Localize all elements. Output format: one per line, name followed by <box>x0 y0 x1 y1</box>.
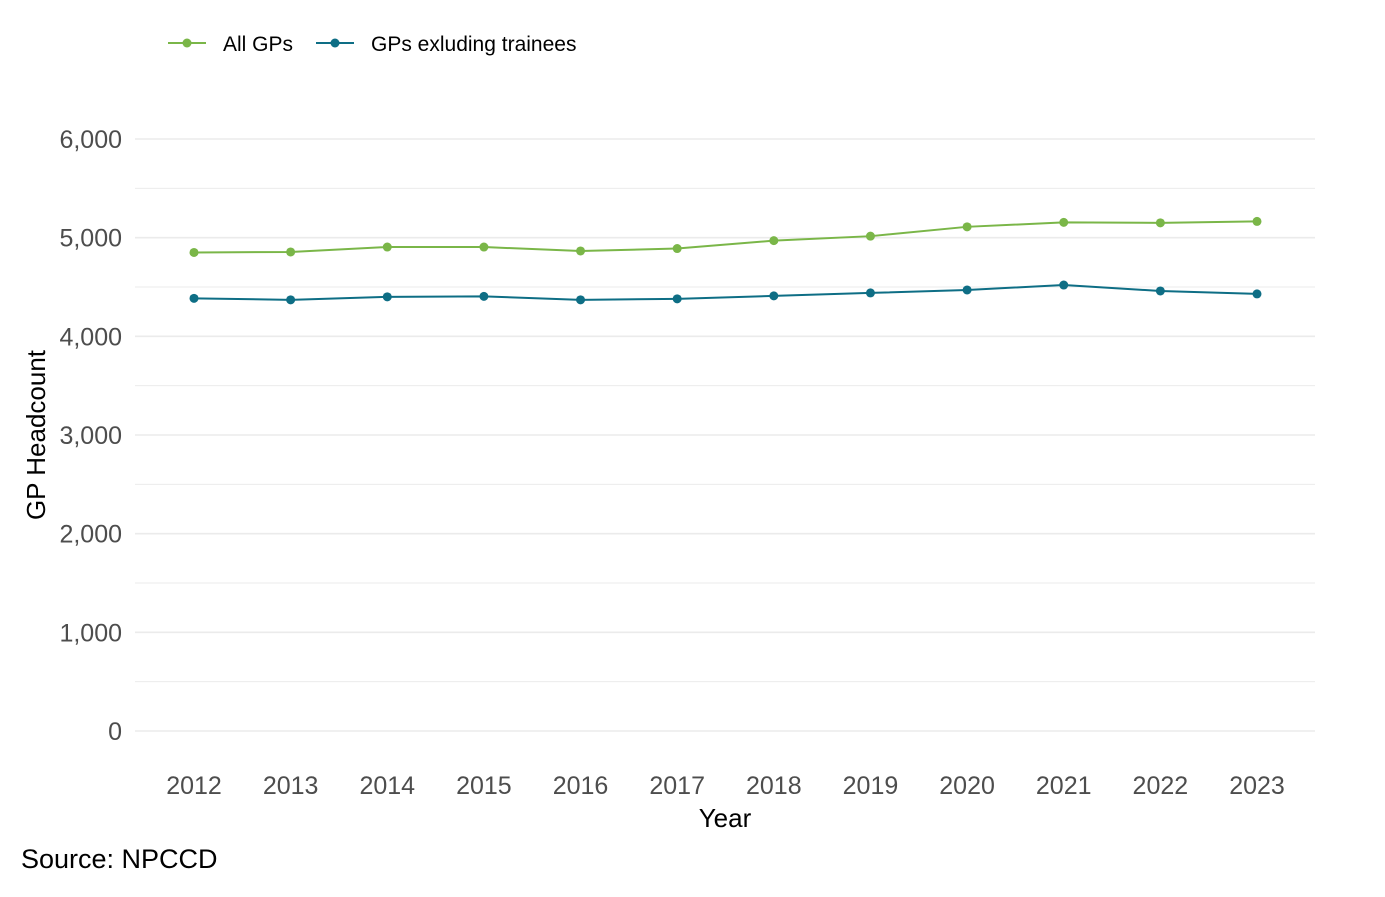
data-point <box>865 231 875 241</box>
x-tick-label: 2013 <box>263 772 319 800</box>
y-axis-ticks: 0 1,000 2,000 3,000 4,000 5,000 6,000 <box>59 126 122 746</box>
data-point <box>962 285 972 295</box>
legend-label: All GPs <box>223 33 293 56</box>
y-tick-label: 6,000 <box>59 126 122 154</box>
x-tick-label: 2015 <box>456 772 512 800</box>
y-tick-label: 3,000 <box>59 422 122 450</box>
data-point <box>286 295 296 305</box>
x-tick-label: 2014 <box>359 772 415 800</box>
data-point <box>382 292 392 302</box>
x-tick-label: 2012 <box>166 772 222 800</box>
data-point <box>576 295 586 305</box>
data-point <box>769 291 779 301</box>
legend: All GPs GPs exluding trainees <box>168 33 576 56</box>
x-tick-label: 2017 <box>649 772 705 800</box>
data-point <box>865 288 875 298</box>
data-point <box>672 244 682 254</box>
source-note: Source: NPCCD <box>21 844 218 874</box>
data-point <box>286 247 296 257</box>
y-tick-label: 5,000 <box>59 225 122 253</box>
x-tick-label: 2023 <box>1229 772 1285 800</box>
data-point <box>1155 286 1165 296</box>
x-tick-label: 2019 <box>843 772 899 800</box>
data-point <box>1155 218 1165 228</box>
legend-key-marker <box>182 38 192 48</box>
x-axis-ticks: 2012 2013 2014 2015 2016 2017 2018 2019 2020 2021… <box>166 772 1285 800</box>
y-tick-label: 1,000 <box>59 619 122 647</box>
x-tick-label: 2018 <box>746 772 802 800</box>
y-axis-title: GP Headcount <box>21 349 51 520</box>
data-point <box>1059 280 1069 290</box>
data-point <box>576 246 586 256</box>
data-point <box>479 291 489 301</box>
x-tick-label: 2021 <box>1036 772 1092 800</box>
data-point <box>769 236 779 246</box>
y-tick-label: 0 <box>108 718 122 746</box>
data-point <box>382 242 392 252</box>
legend-label: GPs exluding trainees <box>371 33 576 56</box>
data-point <box>1252 289 1262 299</box>
y-tick-label: 4,000 <box>59 323 122 351</box>
data-point <box>672 294 682 304</box>
x-tick-label: 2020 <box>939 772 995 800</box>
data-point <box>189 247 199 257</box>
y-tick-label: 2,000 <box>59 521 122 549</box>
series-group <box>189 216 1262 305</box>
data-point <box>1059 217 1069 227</box>
legend-key-marker <box>330 38 340 48</box>
x-tick-label: 2016 <box>553 772 609 800</box>
series-line-2 <box>193 284 1258 301</box>
data-point <box>479 242 489 252</box>
x-axis-title: Year <box>699 803 752 833</box>
gridlines <box>135 138 1315 732</box>
data-point <box>189 293 199 303</box>
x-tick-label: 2022 <box>1133 772 1189 800</box>
data-point <box>1252 216 1262 226</box>
series-line-1 <box>193 220 1258 254</box>
data-point <box>962 222 972 232</box>
